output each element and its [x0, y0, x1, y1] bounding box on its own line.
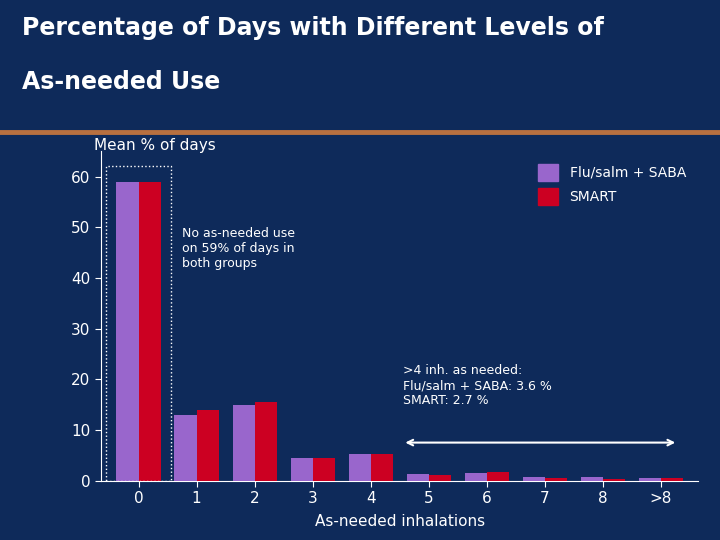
Bar — [639, 478, 661, 481]
Text: As-needed Use: As-needed Use — [22, 70, 220, 94]
Bar — [117, 181, 138, 481]
Bar — [233, 404, 255, 481]
Bar — [371, 454, 392, 481]
Bar — [487, 472, 508, 481]
Text: Mean % of days: Mean % of days — [94, 138, 215, 153]
Text: Percentage of Days with Different Levels of: Percentage of Days with Different Levels… — [22, 16, 603, 40]
Bar — [523, 477, 544, 481]
X-axis label: As-needed inhalations: As-needed inhalations — [315, 514, 485, 529]
Text: >4 inh. as needed:
Flu/salm + SABA: 3.6 %
SMART: 2.7 %: >4 inh. as needed: Flu/salm + SABA: 3.6 … — [402, 364, 552, 407]
Legend: Flu/salm + SABA, SMART: Flu/salm + SABA, SMART — [532, 158, 691, 210]
Bar — [174, 415, 197, 481]
Bar — [661, 477, 683, 481]
Bar — [138, 181, 161, 481]
Bar — [312, 458, 335, 481]
Bar — [348, 454, 371, 481]
Bar — [291, 458, 312, 481]
Bar — [544, 477, 567, 481]
Bar — [428, 475, 451, 481]
Bar — [580, 477, 603, 481]
Bar — [464, 473, 487, 481]
Bar — [407, 474, 428, 481]
Bar — [603, 478, 625, 481]
Bar — [197, 410, 219, 481]
Text: No as-needed use
on 59% of days in
both groups: No as-needed use on 59% of days in both … — [182, 227, 295, 270]
Bar — [255, 402, 276, 481]
